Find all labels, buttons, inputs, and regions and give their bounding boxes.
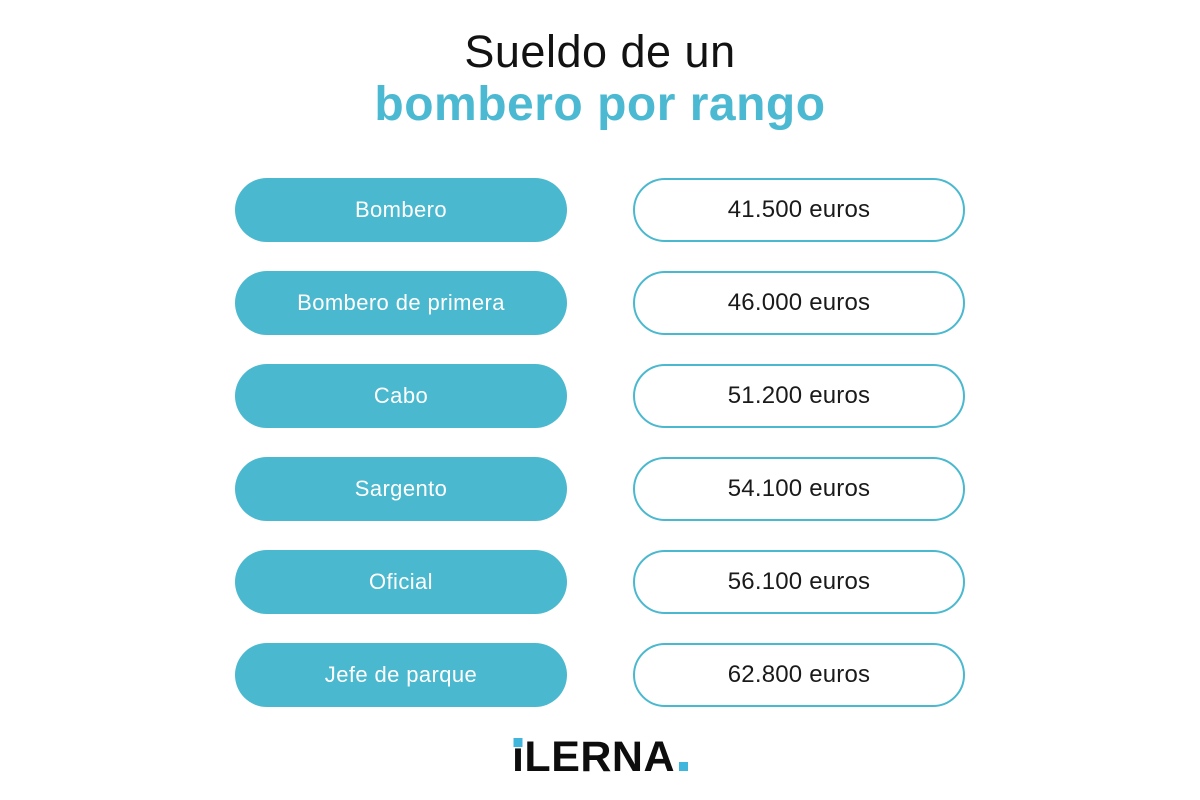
page-title: Sueldo de un bombero por rango — [0, 0, 1200, 132]
logo-wordmark: LERNA — [524, 733, 676, 781]
salary-value: 41.500 euros — [727, 196, 871, 223]
rank-label: Cabo — [373, 383, 429, 408]
salary-pill-oficial: 56.100 euros — [633, 550, 965, 614]
salary-value: 46.000 euros — [727, 289, 871, 316]
table-row: Jefe de parque 62.800 euros — [235, 643, 965, 707]
salary-value: 62.800 euros — [727, 661, 871, 688]
rank-label: Bombero — [354, 197, 448, 222]
ilerna-logo: ı LERNA — [0, 734, 1200, 780]
salary-pill-jefe-de-parque: 62.800 euros — [633, 643, 965, 707]
title-line-1: Sueldo de un — [464, 26, 736, 77]
salary-value: 56.100 euros — [727, 568, 871, 595]
rank-pill-bombero: Bombero — [235, 178, 567, 242]
rank-pill-sargento: Sargento — [235, 457, 567, 521]
salary-pill-bombero: 41.500 euros — [633, 178, 965, 242]
rank-label: Bombero de primera — [297, 290, 505, 315]
rank-label: Jefe de parque — [324, 662, 478, 687]
rank-label: Oficial — [369, 569, 433, 594]
rank-pill-cabo: Cabo — [235, 364, 567, 428]
salary-table: Bombero 41.500 euros Bombero de primera … — [235, 178, 965, 707]
logo-period-icon — [679, 762, 689, 771]
table-row: Sargento 54.100 euros — [235, 457, 965, 521]
table-row: Bombero de primera 46.000 euros — [235, 271, 965, 335]
rank-pill-jefe-de-parque: Jefe de parque — [235, 643, 567, 707]
table-row: Cabo 51.200 euros — [235, 364, 965, 428]
logo-i-dot-icon — [513, 738, 523, 747]
rank-pill-oficial: Oficial — [235, 550, 567, 614]
salary-value: 51.200 euros — [727, 382, 871, 409]
title-line-2: bombero por rango — [374, 78, 826, 131]
table-row: Oficial 56.100 euros — [235, 550, 965, 614]
table-row: Bombero 41.500 euros — [235, 178, 965, 242]
salary-pill-bombero-de-primera: 46.000 euros — [633, 271, 965, 335]
logo-i-stem: ı — [511, 733, 525, 781]
salary-pill-sargento: 54.100 euros — [633, 457, 965, 521]
rank-label: Sargento — [354, 476, 448, 501]
logo-letter-i: ı — [512, 734, 524, 780]
rank-pill-bombero-de-primera: Bombero de primera — [235, 271, 567, 335]
salary-pill-cabo: 51.200 euros — [633, 364, 965, 428]
salary-value: 54.100 euros — [727, 475, 871, 502]
